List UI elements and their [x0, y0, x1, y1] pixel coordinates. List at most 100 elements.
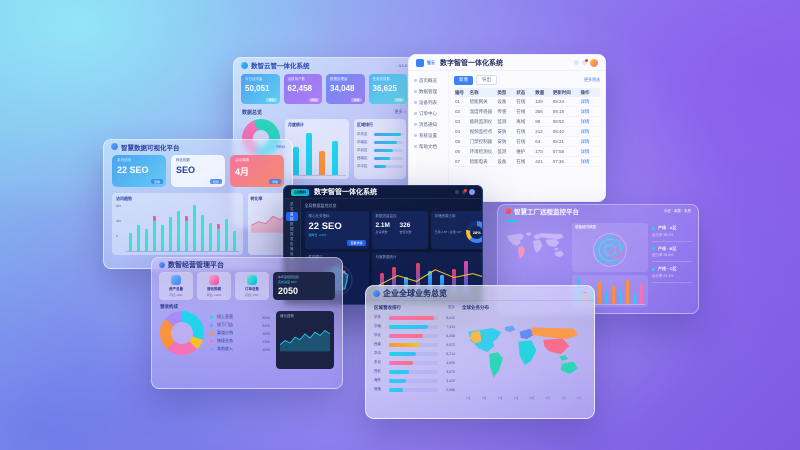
notification-badge: [464, 189, 467, 192]
more-link[interactable]: 更多: [448, 305, 455, 309]
table-row[interactable]: 04 视频监控点 安防 在线 212 08:40 详情: [454, 127, 600, 137]
detail-link[interactable]: 详情: [580, 148, 590, 154]
cell-name: 环境检测仪: [469, 148, 493, 154]
bar-body: [201, 215, 204, 251]
card-d-title: 数字智管一体化系统: [314, 189, 378, 196]
stat-detail-button[interactable]: 详情: [351, 98, 362, 102]
sidebar-item[interactable]: 消息通知: [409, 119, 448, 130]
bar-row[interactable]: 华东 8,642: [374, 313, 455, 322]
bar-row[interactable]: 其他 2,986: [374, 385, 455, 394]
sidebar-item[interactable]: 总览: [290, 201, 294, 211]
avatar[interactable]: [469, 189, 475, 195]
column-header[interactable]: 操作: [580, 89, 590, 95]
detail-link[interactable]: 详情: [580, 98, 590, 104]
table-row[interactable]: 07 智能电表 设备 在线 421 07:36 详情: [454, 157, 600, 167]
group-title: 产线 · C区: [652, 266, 692, 272]
search-icon[interactable]: [574, 60, 579, 65]
cell-status: 在线: [516, 138, 526, 144]
group-title: 产线 · B区: [652, 246, 692, 252]
status-group[interactable]: 产线 · A区 运行率 98.2%: [652, 223, 692, 242]
table-row[interactable]: 05 门禁控制器 安防 在线 64 08:21 详情: [454, 137, 600, 147]
bar-row[interactable]: 华北 6,458: [374, 331, 455, 340]
bar-tip: [153, 216, 156, 221]
detail-link[interactable]: 详情: [580, 158, 590, 164]
stat-action-button[interactable]: 详情: [268, 179, 281, 184]
search-icon[interactable]: [455, 190, 459, 194]
stat-detail-button[interactable]: 详情: [393, 98, 404, 102]
menu-dots-icon[interactable]: ···: [330, 261, 335, 268]
region-name: 海外: [374, 378, 381, 382]
column-header[interactable]: 名称: [469, 89, 479, 95]
cell-status: 在线: [516, 158, 526, 164]
bar-row[interactable]: 东北 4,690: [374, 358, 455, 367]
app-logo-icon: [373, 289, 380, 297]
ranking-row[interactable]: 西南区: [357, 154, 403, 162]
sidebar-item[interactable]: 帮助文档: [409, 141, 448, 152]
metric-label: 告警次数: [399, 230, 412, 234]
bell-icon[interactable]: [462, 189, 467, 194]
bar-row[interactable]: 海外 3,420: [374, 376, 455, 385]
sidebar-item[interactable]: 报表: [290, 231, 294, 241]
bell-icon[interactable]: [582, 59, 588, 65]
storage-detail: 已用 2.8T / 总量 10T: [434, 229, 462, 234]
sidebar-item[interactable]: 首页概览: [409, 75, 448, 86]
rank-bar: [374, 140, 397, 144]
bar-row[interactable]: 华中 5,214: [374, 349, 455, 358]
stat-action-button[interactable]: 查看: [150, 179, 163, 184]
ranking-row[interactable]: 华南区: [357, 138, 403, 146]
column-header[interactable]: 状态: [516, 89, 526, 95]
sidebar-item[interactable]: 数据: [290, 221, 294, 231]
sidebar-item[interactable]: 订单中心: [409, 108, 448, 119]
detail-link[interactable]: 详情: [580, 108, 590, 114]
table-row[interactable]: 02 温度传感器 传感 在线 356 09:18 详情: [454, 107, 600, 117]
legend-item[interactable]: 其他收入 10%: [210, 345, 270, 353]
table-row[interactable]: 03 能耗监测仪 监测 离线 89 08:52 详情: [454, 117, 600, 127]
kpi-box: 营收规模 同比 +12%: [197, 272, 231, 300]
ranking-row[interactable]: 华中区: [357, 162, 403, 170]
legend-item[interactable]: 线下门店 24%: [210, 321, 270, 329]
bar-row[interactable]: 西北 3,875: [374, 367, 455, 376]
app-logo-icon: [159, 261, 165, 268]
sidebar-item-label: 数据管理: [419, 88, 437, 94]
export-button[interactable]: 导出: [476, 75, 497, 85]
sidebar-item[interactable]: 告警: [290, 241, 294, 251]
filter-link[interactable]: 更多筛选: [584, 77, 600, 82]
bar-row[interactable]: 西南 5,872: [374, 340, 455, 349]
period-tabs[interactable]: 今日 · 本周 · 本月: [663, 208, 691, 213]
sidebar-item-label: 订单中心: [419, 110, 437, 116]
sidebar-item[interactable]: 数据管理: [409, 86, 448, 97]
table-row[interactable]: 01 智能网关 设备 在线 128 09:24 详情: [454, 97, 600, 107]
menu-item-icon: [414, 101, 417, 104]
status-group[interactable]: 产线 · B区 运行率 95.6%: [652, 244, 692, 262]
cell-name: 智能网关: [469, 98, 488, 104]
ranking-row[interactable]: 华东区: [357, 130, 403, 138]
sidebar-item[interactable]: 系统设置: [409, 130, 448, 141]
stat-detail-button[interactable]: 详情: [308, 98, 319, 102]
stat-action-button[interactable]: 优化: [209, 179, 222, 184]
bar-row[interactable]: 华南 7,913: [374, 322, 455, 331]
more-link[interactable]: 更多 >: [394, 109, 406, 114]
status-group[interactable]: 产线 · C区 运行率 91.3%: [652, 264, 692, 283]
legend-item[interactable]: 线上直营 35%: [210, 313, 270, 321]
sidebar-item[interactable]: 设备列表: [409, 97, 448, 108]
sidebar-item[interactable]: 监控: [286, 212, 298, 221]
bar: [153, 216, 156, 251]
menu-dots-icon[interactable]: ···: [582, 290, 587, 296]
detail-link[interactable]: 详情: [580, 138, 590, 144]
column-header[interactable]: 更新时间: [552, 89, 571, 95]
detail-link[interactable]: 详情: [580, 118, 590, 124]
column-header[interactable]: 编号: [455, 89, 464, 95]
legend-item[interactable]: 跨境业务 13%: [210, 337, 270, 345]
ranking-row[interactable]: 华北区: [357, 146, 403, 154]
detail-link[interactable]: 详情: [580, 128, 590, 134]
detail-button[interactable]: 查看详情: [347, 240, 366, 246]
avatar[interactable]: [590, 58, 598, 67]
bar: [306, 133, 312, 175]
column-header[interactable]: 数量: [535, 89, 545, 95]
stat-detail-button[interactable]: 详情: [266, 98, 277, 102]
rank-bar: [374, 156, 390, 160]
legend-item[interactable]: 渠道分销 18%: [210, 329, 270, 337]
table-row[interactable]: 06 环境检测仪 监测 维护 173 07:58 详情: [454, 147, 600, 157]
add-button[interactable]: 新增: [454, 75, 473, 85]
column-header[interactable]: 类型: [497, 89, 507, 95]
